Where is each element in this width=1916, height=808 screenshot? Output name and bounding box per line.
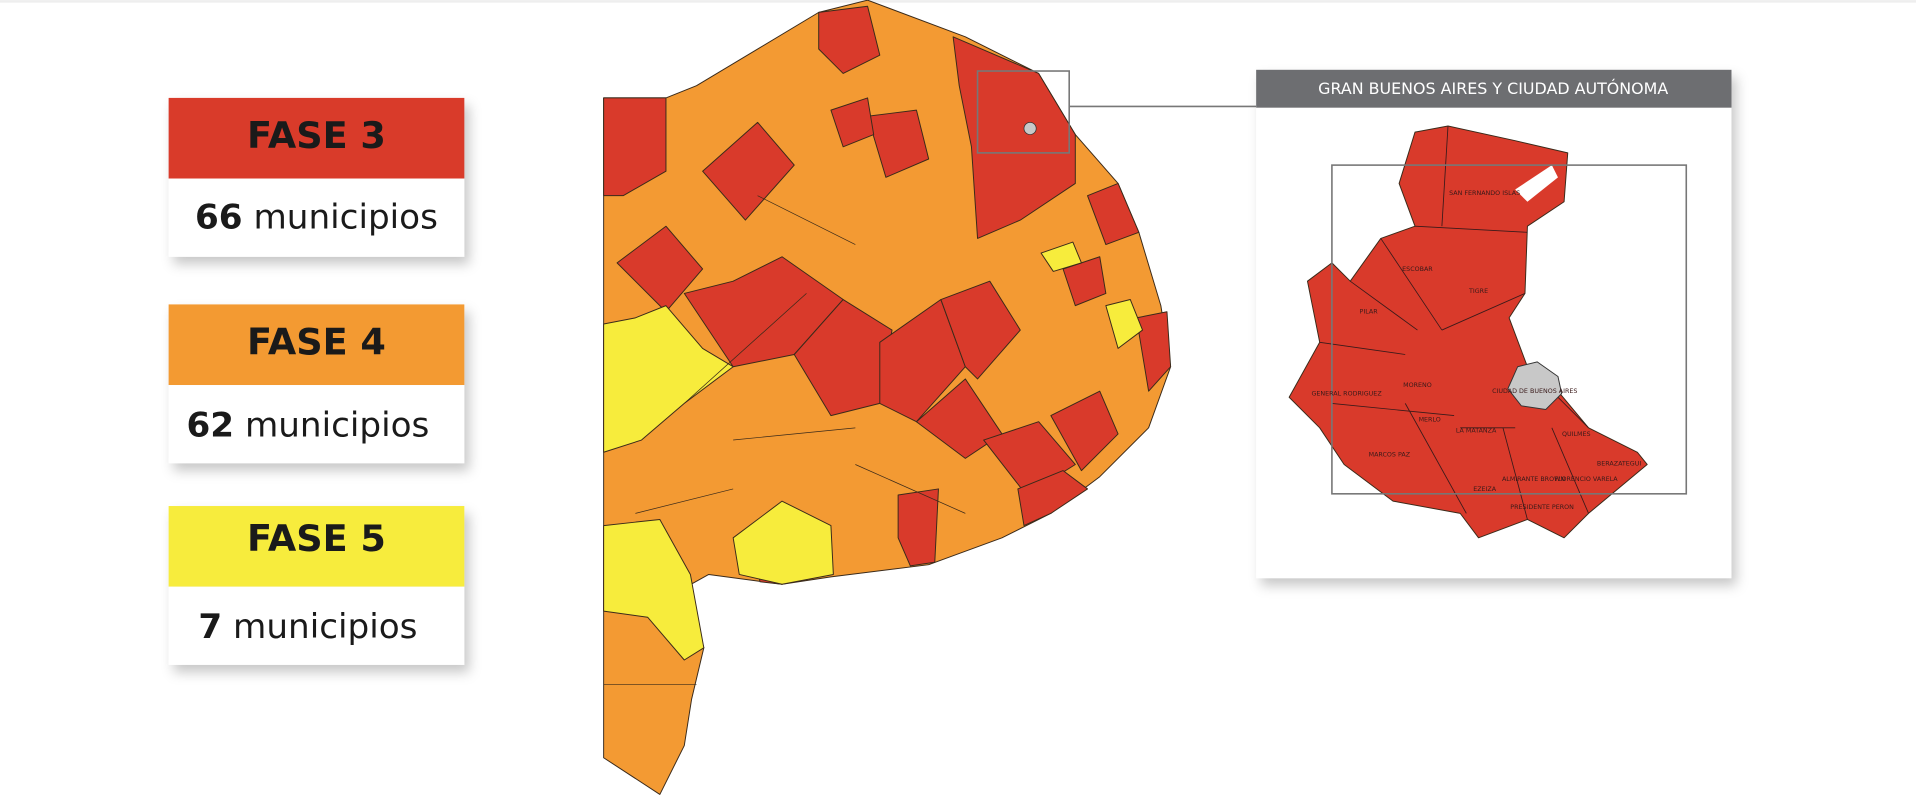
municipality-label: CIUDAD DE BUENOS AIRES	[1492, 388, 1577, 395]
province-map	[603, 0, 1257, 795]
municipality	[952, 36, 1076, 239]
municipality	[603, 97, 667, 197]
municipality	[897, 488, 939, 567]
municipality	[616, 225, 704, 313]
municipality	[879, 299, 966, 423]
municipality-label: PILAR	[1360, 309, 1379, 316]
inset-panel: GRAN BUENOS AIRES Y CIUDAD AUTÓNOMA SAN …	[1256, 69, 1732, 579]
municipality	[867, 109, 930, 178]
legend-card	[168, 97, 465, 257]
municipality	[1040, 241, 1082, 272]
unit: municipios	[245, 405, 429, 445]
municipality-label: PRESIDENTE PERON	[1510, 504, 1574, 511]
municipality-label: SAN FERNANDO ISLAS	[1449, 190, 1520, 197]
municipality-label: ALMIRANTE BROWN	[1502, 476, 1565, 483]
card-header	[168, 506, 465, 587]
municipality	[702, 121, 795, 221]
municipality-label: MERLO	[1419, 416, 1441, 423]
municipality	[1087, 182, 1140, 246]
phase-label: FASE 5	[247, 517, 386, 560]
card-body	[168, 178, 465, 257]
caba	[1507, 361, 1563, 411]
unit: municipios	[253, 198, 437, 238]
inset-title: GRAN BUENOS AIRES Y CIUDAD AUTÓNOMA	[1318, 79, 1668, 98]
municipality-label: EZEIZA	[1473, 486, 1497, 493]
caba-marker	[1023, 121, 1037, 135]
municipality-label: MARCOS PAZ	[1369, 452, 1411, 459]
municipality	[830, 97, 875, 148]
municipality-label: FLORENCIO VARELA	[1555, 476, 1619, 483]
inset-frame	[976, 70, 1070, 154]
municipality	[603, 305, 734, 453]
phase-label: FASE 4	[247, 321, 386, 364]
boundary	[635, 488, 734, 514]
legend-card	[168, 304, 465, 464]
municipality	[1135, 311, 1172, 392]
river-island	[1515, 165, 1558, 202]
municipality-label: ESCOBAR	[1402, 266, 1433, 273]
municipality-label: QUILMES	[1562, 431, 1591, 438]
inset-inner-frame	[1331, 164, 1688, 495]
unit: municipios	[233, 607, 417, 647]
card-header	[168, 304, 465, 386]
boundary	[855, 464, 966, 514]
count-line: 7 municipios	[198, 607, 417, 647]
count: 62	[186, 405, 234, 445]
count: 66	[195, 198, 243, 238]
municipality	[732, 500, 834, 585]
municipality-label: LA MATANZA	[1456, 427, 1497, 434]
municipality	[940, 280, 1021, 380]
card-body	[168, 385, 465, 464]
municipality	[818, 5, 881, 74]
gba-region	[1288, 125, 1648, 539]
count-line: 62 municipios	[186, 405, 429, 445]
municipality	[1105, 299, 1144, 349]
municipality	[1062, 256, 1107, 307]
phase-label: FASE 3	[247, 114, 386, 157]
municipality	[603, 518, 705, 661]
boundary	[733, 427, 856, 441]
card-header	[168, 97, 465, 179]
legend-card	[168, 506, 465, 665]
municipality-label: GENERAL RODRIGUEZ	[1311, 391, 1382, 398]
municipality	[1017, 470, 1089, 527]
municipality-label: BERAZATEGUI	[1597, 460, 1641, 467]
count-line: 66 municipios	[195, 198, 438, 238]
inset-labels: SAN FERNANDO ISLAS ESCOBAR TIGRE PILAR GENER…	[1311, 190, 1641, 511]
municipality-label: TIGRE	[1468, 288, 1488, 295]
municipality-label: MORENO	[1403, 382, 1432, 389]
boundary	[757, 195, 856, 245]
inset-title-bar	[1256, 69, 1732, 108]
boundary	[684, 293, 807, 404]
municipality	[1050, 390, 1119, 472]
count: 7	[198, 607, 222, 647]
card-body	[168, 586, 465, 665]
